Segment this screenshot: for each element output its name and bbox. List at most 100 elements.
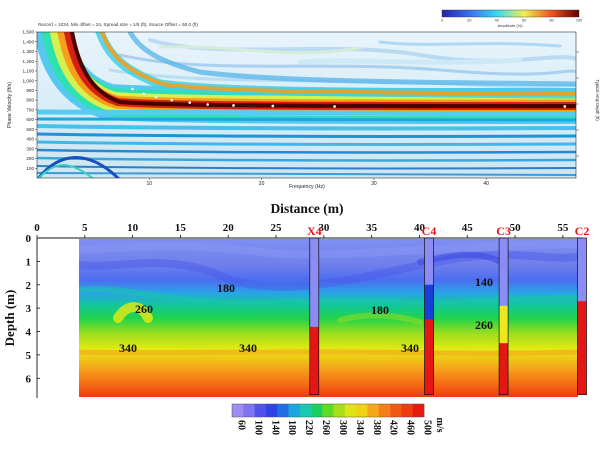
borehole-label: C2: [575, 224, 590, 238]
borehole-interval: [577, 301, 587, 395]
velocity-contour-label: 140: [475, 275, 493, 289]
velocity-colorbar-tick-label: 140: [269, 420, 280, 435]
velocity-colorbar-tick-label: 380: [371, 420, 382, 435]
velocity-section: 180 260 340 340 180 340 140 260: [79, 239, 578, 397]
velocity-colorbar-cell: [401, 404, 414, 417]
dispersion-energy-ridge: [37, 32, 576, 124]
velocity-colorbar-tick-label: 300: [337, 420, 348, 435]
velocity-colorbar-cell: [299, 404, 312, 417]
phase-velocity-tick-label: 900: [26, 88, 34, 93]
frequency-tick-label: 20: [259, 181, 265, 187]
distance-tick-label: 0: [34, 222, 40, 234]
velocity-colorbar-cell: [333, 404, 346, 417]
amplitude-tick-label: 100: [576, 19, 582, 23]
depth-tick-label: 1: [26, 256, 32, 268]
distance-tick-label: 30: [318, 222, 330, 234]
higher-mode-bands: [95, 32, 576, 99]
velocity-contour-label: 180: [371, 303, 389, 317]
distance-tick-label: 15: [175, 222, 187, 234]
distance-tick-label: 40: [414, 222, 426, 234]
distance-tick-label: 45: [462, 222, 474, 234]
velocity-colorbar-tick-label: 340: [354, 420, 365, 435]
dispersion-point: [271, 104, 275, 108]
low-velocity-striations: [37, 109, 576, 178]
amplitude-tick-label: 40: [495, 19, 499, 23]
dispersion-point: [105, 68, 109, 72]
dispersion-point: [142, 92, 146, 96]
borehole-outline: [309, 237, 320, 396]
depth-axis-label-right: Typical Amp Depth (ft): [595, 79, 600, 121]
velocity-colorbar-cell: [254, 404, 267, 417]
phase-velocity-tick-label: 1,500: [23, 30, 35, 35]
amplitude-colorbar-ticks: 0 20 40 60 80 100: [441, 19, 582, 23]
borehole-interval: [424, 319, 434, 395]
distance-axis-title: Distance (m): [270, 201, 343, 216]
depth-axis-title: Depth (m): [2, 290, 17, 347]
distance-tick-label: 10: [127, 222, 139, 234]
velocity-colorbar-tick-label: 60: [236, 420, 247, 430]
distance-tick-label: 35: [366, 222, 378, 234]
velocity-colorbar-cell: [322, 404, 334, 417]
amplitude-colorbar: 0 20 40 60 80 100 Amplitude (%): [441, 9, 582, 28]
dispersion-image-panel: Record = 1034, Min offset = 24, Spread s…: [7, 9, 600, 190]
velocity-colorbar-tick-label: 220: [303, 420, 314, 435]
phase-velocity-tick-label: 1,000: [23, 78, 35, 83]
velocity-colorbar-cells: [231, 403, 425, 418]
amplitude-tick-label: 80: [549, 19, 553, 23]
velocity-colorbar-ticks: 60 100 140 180 220 260 300 340 380 420 460 500: [236, 420, 433, 435]
frequency-ticks: 10 20 30 40: [147, 178, 489, 187]
amplitude-colorbar-ramp: [441, 9, 580, 18]
depth-ticks: 0 1 2 3 4 5 6: [26, 233, 40, 385]
amplitude-tick-label: 0: [441, 19, 443, 23]
velocity-colorbar-cell: [277, 404, 289, 417]
dispersion-frame: [36, 31, 577, 179]
velocity-colorbar-cell: [344, 404, 357, 417]
borehole-interval: [499, 305, 509, 344]
boreholes: X4 C4 C3 C2: [307, 224, 590, 396]
distance-tick-label: 25: [271, 222, 283, 234]
record-header: Record = 1034, Min offset = 24, Spread s…: [38, 22, 198, 27]
velocity-colorbar-cell: [232, 404, 244, 417]
dispersion-point: [188, 101, 192, 104]
phase-velocity-tick-label: 400: [26, 137, 34, 142]
dispersion-point: [131, 87, 134, 91]
phase-velocity-ticks: 1,500 1,400 1,300 1,200 1,100 1,000 900 800 700 6…: [23, 30, 37, 171]
depth-tick-label: 6: [26, 373, 32, 385]
phase-velocity-tick-label: 300: [26, 146, 34, 151]
velocity-colorbar-cell: [265, 404, 278, 417]
borehole-interval: [309, 326, 319, 395]
frequency-tick-label: 10: [147, 181, 153, 187]
dispersion-point: [97, 61, 101, 65]
depth-tick-label: 3: [26, 303, 32, 315]
velocity-contour-label: 340: [401, 341, 419, 355]
phase-velocity-tick-label: 800: [26, 98, 34, 103]
phase-velocity-tick-label: 1,300: [23, 49, 35, 54]
velocity-colorbar-tick-label: 420: [388, 420, 399, 435]
phase-velocity-tick-label: 1,400: [23, 39, 35, 44]
borehole-interval: [577, 238, 587, 302]
borehole-label: C4: [422, 224, 437, 238]
dispersion-image: [37, 32, 576, 178]
dispersion-point: [232, 104, 235, 107]
velocity-colorbar-cell: [367, 404, 380, 417]
velocity-colorbar-cell: [243, 404, 255, 417]
frequency-tick-label: 30: [371, 181, 377, 187]
borehole-label: X4: [307, 224, 322, 238]
velocity-contour-labels: 180 260 340 340 180 340 140 260: [119, 275, 493, 355]
velocity-colorbar-tick-label: 100: [252, 420, 263, 435]
dispersion-curve-points: [97, 61, 567, 108]
velocity-colorbar-frame: [231, 403, 425, 418]
velocity-colorbar-cell: [390, 404, 402, 417]
velocity-contour-label: 180: [217, 281, 235, 295]
amplitude-tick-label: 60: [522, 19, 526, 23]
dispersion-point: [122, 81, 125, 85]
velocity-colorbar-cell: [311, 404, 323, 417]
velocity-colorbar-cell: [412, 404, 425, 417]
velocity-colorbar-tick-label: 180: [286, 420, 297, 435]
amplitude-colorbar-title: Amplitude (%): [497, 23, 523, 28]
phase-velocity-tick-label: 1,100: [23, 69, 35, 74]
velocity-colorbar-tick-label: 460: [405, 420, 416, 435]
phase-velocity-axis-label: Phase Velocity (ft/s): [7, 82, 13, 128]
borehole-outline: [577, 237, 587, 396]
